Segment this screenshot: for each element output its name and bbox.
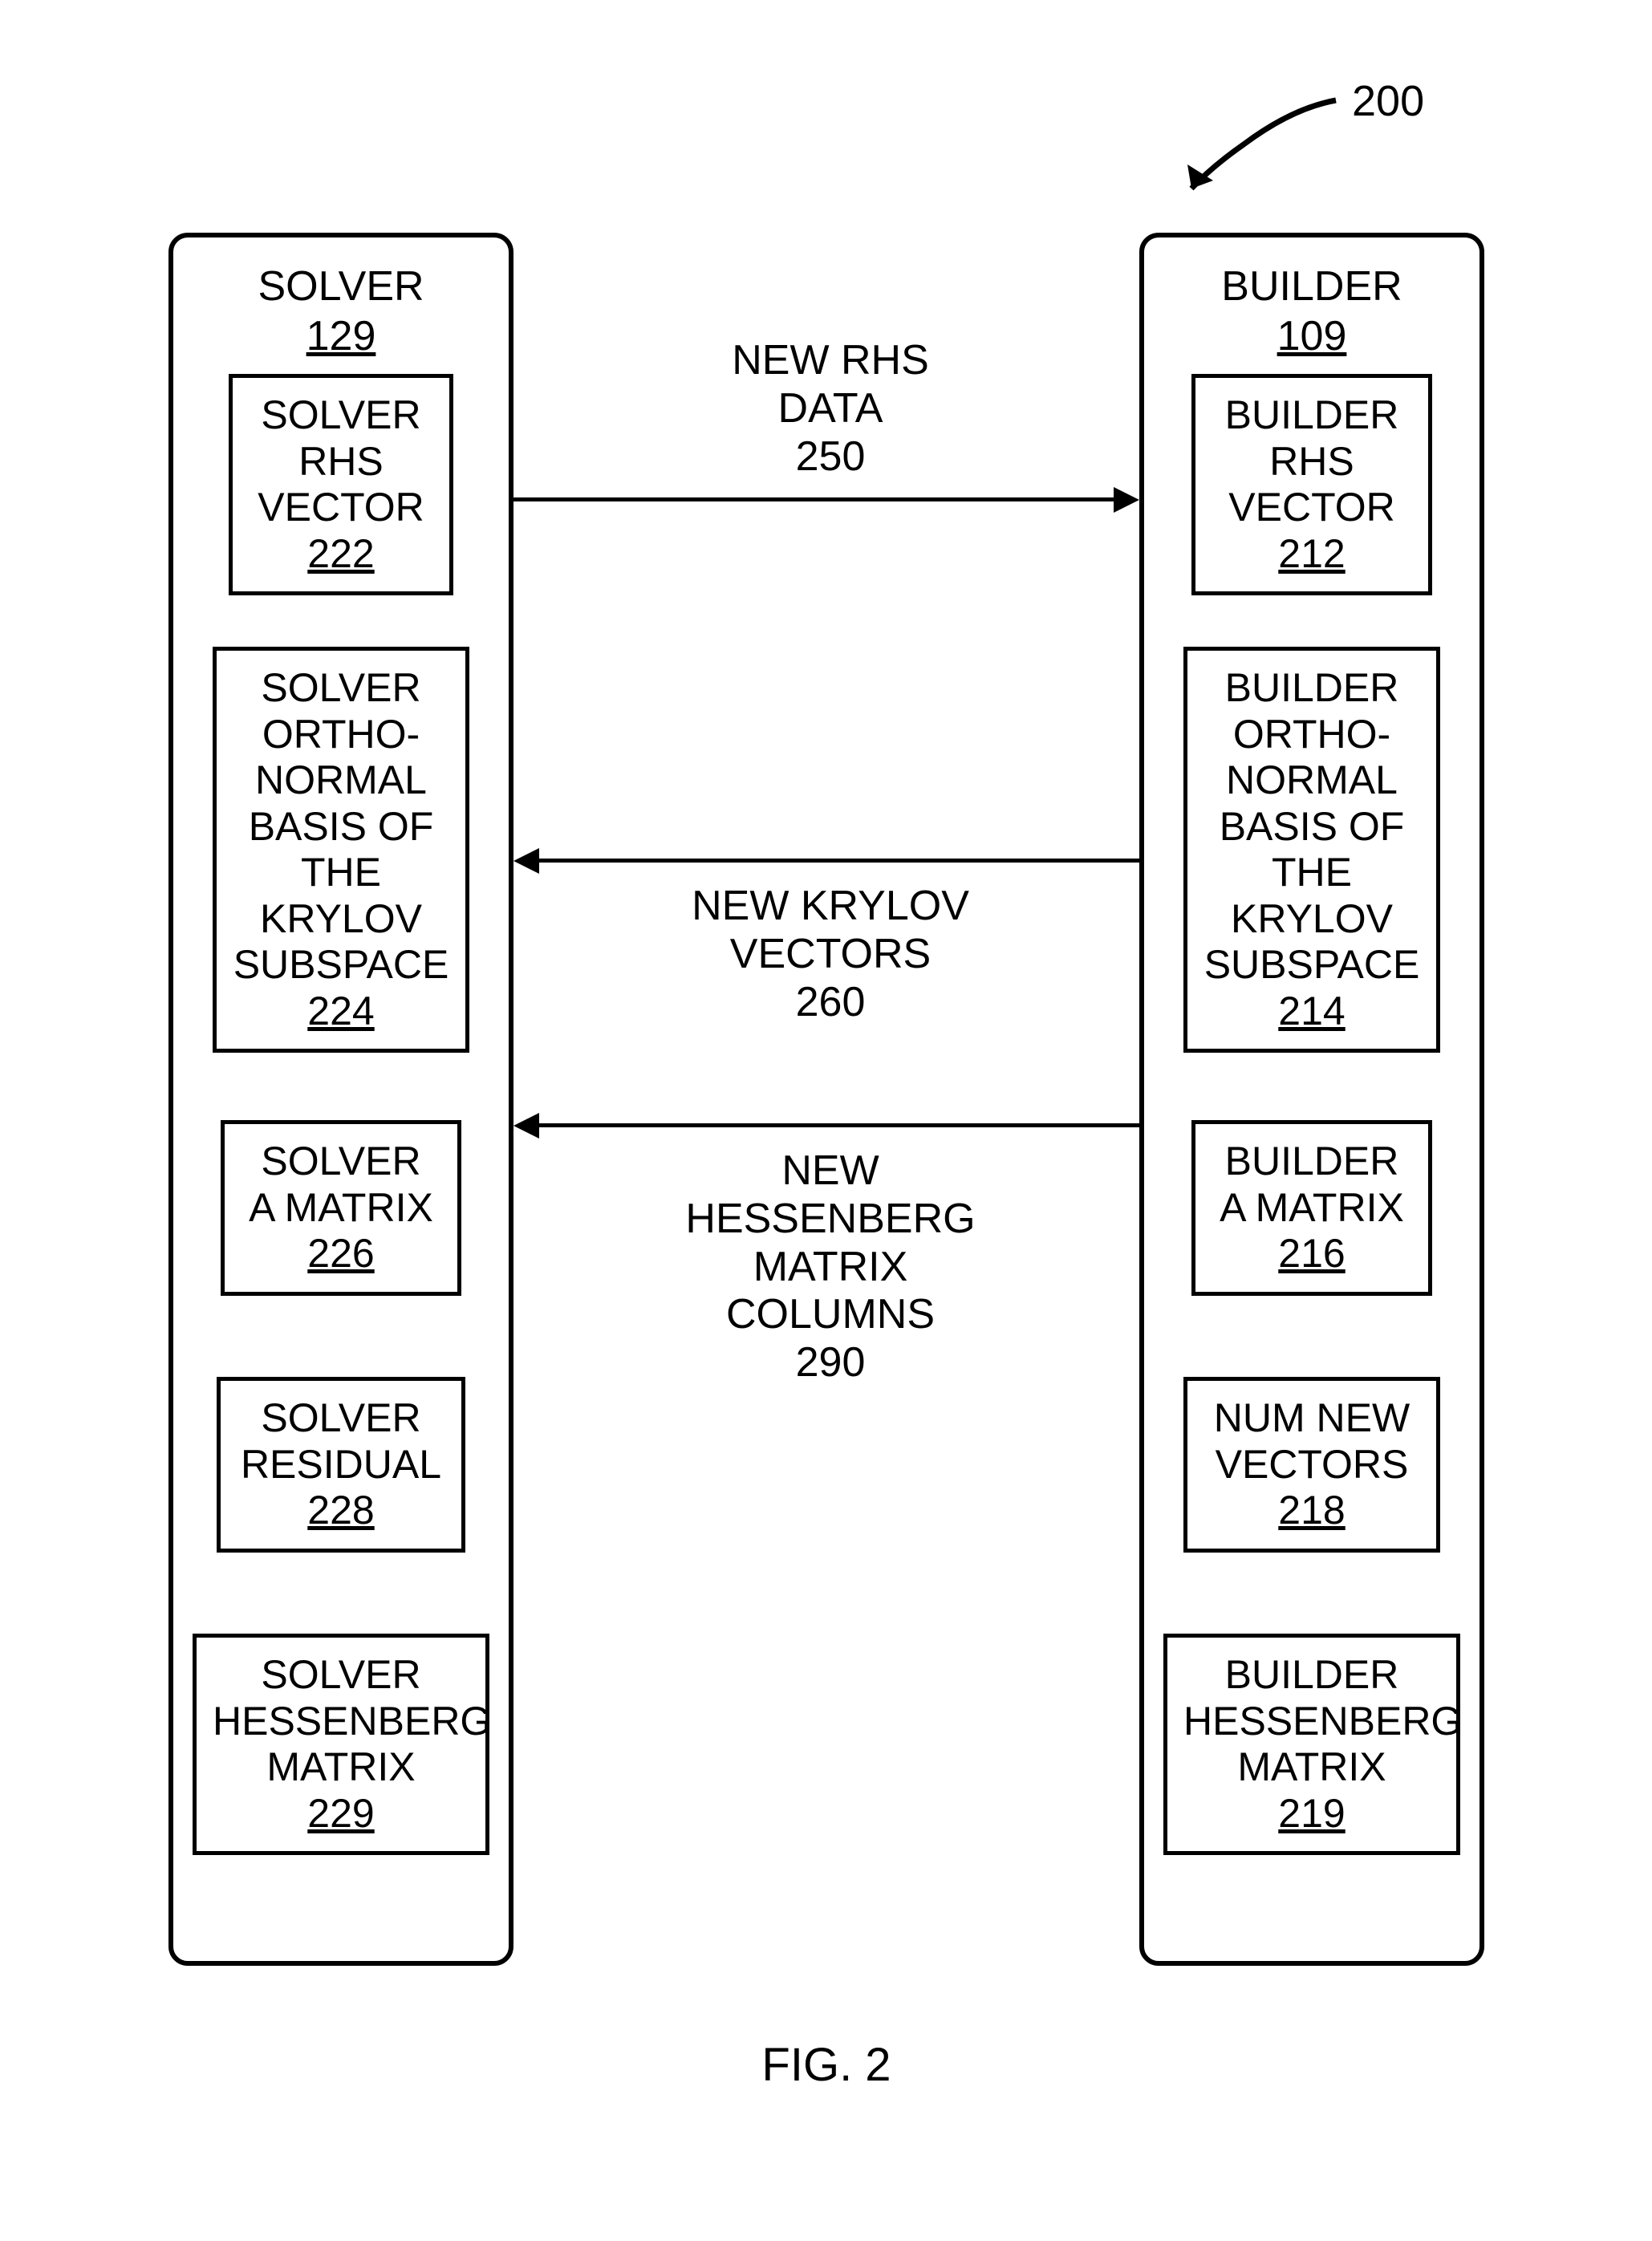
builder-amatrix-num: 216 (1212, 1231, 1412, 1277)
builder-hess-l1: HESSENBERG (1183, 1699, 1462, 1744)
builder-numnew-box: NUM NEW VECTORS 218 (1183, 1377, 1440, 1553)
msg-rhs-num: 250 (796, 433, 866, 480)
solver-hess-l2: MATRIX (266, 1744, 415, 1789)
figure-caption: FIG. 2 (706, 2038, 947, 2092)
builder-ortho-l5: KRYLOV (1231, 896, 1393, 941)
msg-hess-l0: NEW HESSENBERG (685, 1147, 975, 1242)
ref-number: 200 (1352, 76, 1424, 126)
msg-rhs: NEW RHS DATA 250 (730, 337, 931, 481)
ref-arrow (1155, 64, 1380, 213)
solver-residual-num: 228 (237, 1488, 445, 1534)
builder-rhs-num: 212 (1212, 531, 1412, 578)
solver-residual-box: SOLVER RESIDUAL 228 (217, 1377, 465, 1553)
solver-rhs-num: 222 (249, 531, 433, 578)
msg-rhs-l1: DATA (778, 385, 883, 432)
builder-ortho-l6: SUBSPACE (1204, 942, 1420, 987)
solver-rhs-l0: SOLVER (261, 392, 420, 437)
solver-hess-num: 229 (213, 1791, 469, 1837)
solver-amatrix-box: SOLVER A MATRIX 226 (221, 1120, 461, 1296)
builder-ortho-l1: ORTHO- (1233, 712, 1390, 757)
builder-numnew-l1: VECTORS (1216, 1442, 1409, 1487)
solver-title-num: 129 (173, 311, 509, 361)
builder-amatrix-box: BUILDER A MATRIX 216 (1191, 1120, 1432, 1296)
msg-krylov-l1: VECTORS (730, 931, 931, 977)
solver-hessenberg-box: SOLVER HESSENBERG MATRIX 229 (193, 1634, 489, 1855)
solver-rhs-l1: RHS (298, 439, 384, 484)
solver-ortho-l2: NORMAL (255, 757, 427, 802)
builder-title-text: BUILDER (1221, 263, 1402, 310)
solver-ortho-l5: KRYLOV (260, 896, 422, 941)
solver-ortho-l0: SOLVER (261, 665, 420, 710)
msg-krylov: NEW KRYLOV VECTORS 260 (682, 883, 979, 1026)
builder-title-num: 109 (1144, 311, 1479, 361)
builder-hess-l2: MATRIX (1237, 1744, 1386, 1789)
solver-ortho-l1: ORTHO- (262, 712, 420, 757)
solver-title: SOLVER 129 (173, 262, 509, 362)
builder-amatrix-l0: BUILDER (1225, 1139, 1399, 1183)
builder-ortho-l0: BUILDER (1225, 665, 1399, 710)
builder-ortho-l3: BASIS OF (1220, 804, 1405, 849)
msg-hess-l2: COLUMNS (726, 1291, 935, 1338)
builder-hess-num: 219 (1183, 1791, 1440, 1837)
solver-ortho-num: 224 (233, 989, 449, 1035)
arrow-krylov-head (513, 848, 539, 874)
arrow-rhs-head (1114, 487, 1139, 513)
arrow-krylov-line (538, 859, 1139, 863)
solver-column: SOLVER 129 SOLVER RHS VECTOR 222 SOLVER … (168, 233, 513, 1966)
solver-residual-l0: SOLVER (261, 1395, 420, 1440)
solver-title-text: SOLVER (258, 263, 424, 310)
solver-rhs-box: SOLVER RHS VECTOR 222 (229, 374, 453, 595)
msg-hess-num: 290 (796, 1339, 866, 1386)
msg-hess-l1: MATRIX (753, 1244, 908, 1290)
solver-amatrix-l1: A MATRIX (249, 1185, 433, 1230)
msg-krylov-num: 260 (796, 979, 866, 1025)
arrow-hess-head (513, 1113, 539, 1139)
solver-hess-l0: SOLVER (261, 1652, 420, 1697)
builder-numnew-l0: NUM NEW (1214, 1395, 1410, 1440)
arrow-rhs-line (513, 497, 1115, 501)
builder-column: BUILDER 109 BUILDER RHS VECTOR 212 BUILD… (1139, 233, 1484, 1966)
builder-title: BUILDER 109 (1144, 262, 1479, 362)
diagram: SOLVER 129 SOLVER RHS VECTOR 222 SOLVER … (168, 233, 1484, 1998)
builder-hessenberg-box: BUILDER HESSENBERG MATRIX 219 (1163, 1634, 1460, 1855)
solver-ortho-l3: BASIS OF (249, 804, 434, 849)
msg-krylov-l0: NEW KRYLOV (692, 883, 969, 929)
builder-numnew-num: 218 (1203, 1488, 1420, 1534)
solver-ortho-l6: SUBSPACE (233, 942, 449, 987)
solver-rhs-l2: VECTOR (258, 485, 424, 530)
builder-rhs-l1: RHS (1269, 439, 1354, 484)
solver-hess-l1: HESSENBERG (213, 1699, 491, 1744)
builder-rhs-box: BUILDER RHS VECTOR 212 (1191, 374, 1432, 595)
solver-residual-l1: RESIDUAL (241, 1442, 441, 1487)
builder-ortho-num: 214 (1203, 989, 1420, 1035)
builder-ortho-l4: THE (1272, 850, 1352, 895)
solver-amatrix-l0: SOLVER (261, 1139, 420, 1183)
arrow-hess-line (538, 1123, 1139, 1127)
solver-amatrix-num: 226 (241, 1231, 441, 1277)
builder-ortho-l2: NORMAL (1226, 757, 1398, 802)
msg-hess: NEW HESSENBERG MATRIX COLUMNS 290 (634, 1147, 1027, 1387)
builder-amatrix-l1: A MATRIX (1220, 1185, 1404, 1230)
builder-hess-l0: BUILDER (1225, 1652, 1399, 1697)
solver-ortho-l4: THE (301, 850, 381, 895)
builder-rhs-l2: VECTOR (1228, 485, 1394, 530)
builder-ortho-box: BUILDER ORTHO- NORMAL BASIS OF THE KRYLO… (1183, 647, 1440, 1053)
builder-rhs-l0: BUILDER (1225, 392, 1399, 437)
solver-ortho-box: SOLVER ORTHO- NORMAL BASIS OF THE KRYLOV… (213, 647, 469, 1053)
msg-rhs-l0: NEW RHS (732, 337, 929, 384)
